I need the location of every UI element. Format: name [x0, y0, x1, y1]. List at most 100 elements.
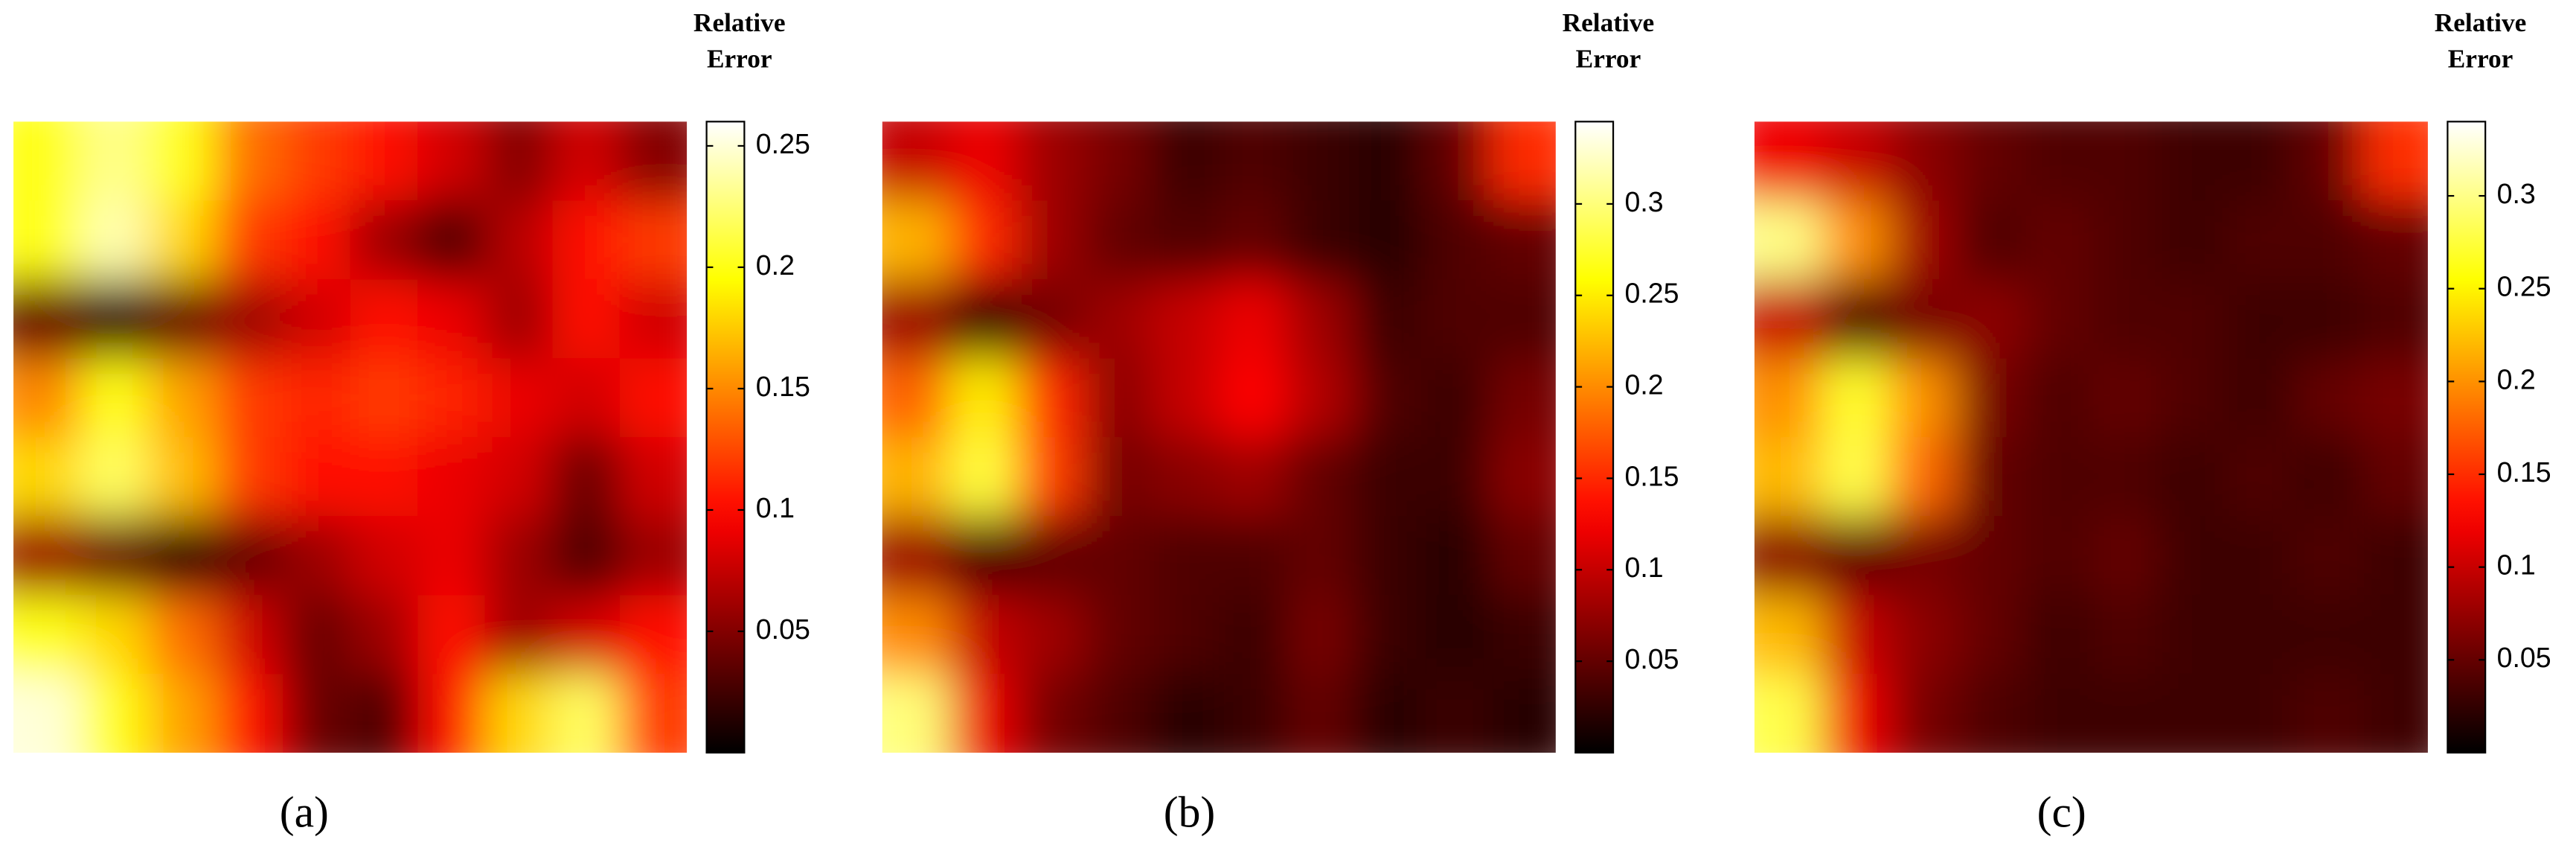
heatmap-cell — [1420, 121, 1490, 202]
heatmap-cell — [1888, 279, 1958, 360]
heatmap-cell — [1353, 437, 1422, 517]
colorbar — [705, 121, 746, 754]
heatmap-cell — [949, 595, 1018, 675]
heatmap-cell — [552, 279, 621, 360]
heatmap-cell — [80, 516, 150, 596]
heatmap-cell — [1420, 200, 1490, 281]
heatmap-cell — [1151, 279, 1220, 360]
heatmap-cell — [484, 595, 554, 675]
heatmap-cell — [2091, 595, 2160, 675]
heatmap-cell — [619, 279, 688, 360]
heatmap-cell — [1420, 595, 1490, 675]
heatmap-cell — [1822, 279, 1890, 360]
heatmap-cell — [283, 516, 351, 596]
heatmap-cell — [2023, 358, 2092, 439]
heatmap-cell — [283, 279, 351, 360]
heatmap-cell — [2360, 595, 2428, 675]
heatmap-cell — [1219, 121, 1287, 202]
heatmap-cell — [1219, 279, 1287, 360]
heatmap-cell — [1151, 595, 1220, 675]
heatmap-cell — [1822, 200, 1890, 281]
heatmap-cell — [949, 674, 1018, 753]
colorbar-tick-label: 0.2 — [1625, 369, 1664, 401]
colorbar-tick-label: 0.3 — [1625, 186, 1664, 217]
heatmap-cell — [350, 358, 419, 439]
heatmap-cell — [1420, 437, 1490, 517]
heatmap-cell — [80, 121, 150, 202]
heatmap-cell — [215, 674, 284, 753]
heatmap-cell — [1286, 516, 1355, 596]
heatmap-cell — [1888, 674, 1958, 753]
heatmap-cell — [2158, 121, 2227, 202]
heatmap-cell — [1286, 674, 1355, 753]
heatmap-cell — [2293, 516, 2362, 596]
heatmap-cell — [1754, 595, 1823, 675]
heatmap-cell — [1016, 279, 1086, 360]
heatmap-cell — [1219, 595, 1287, 675]
heatmap-cell — [1822, 595, 1890, 675]
heatmap-cell — [2158, 358, 2227, 439]
heatmap-cell — [882, 674, 951, 753]
heatmap-cell — [148, 200, 217, 281]
heatmap-cell — [1754, 674, 1823, 753]
heatmap-cell — [2226, 674, 2295, 753]
heatmap-cell — [417, 674, 486, 753]
heatmap-cell — [1822, 358, 1890, 439]
heatmap-cell — [1084, 200, 1153, 281]
heatmap-cell — [80, 437, 150, 517]
heatmap-cell — [882, 516, 951, 596]
heatmap-cell — [1822, 674, 1890, 753]
heatmap-cell — [2293, 121, 2362, 202]
heatmap-cell — [80, 674, 150, 753]
heatmap-cell — [1084, 595, 1153, 675]
heatmap-cell — [2226, 516, 2295, 596]
heatmap-cell — [215, 516, 284, 596]
heatmap-cell — [1888, 121, 1958, 202]
heatmap-cell — [1353, 279, 1422, 360]
heatmap-cell — [2158, 437, 2227, 517]
colorbar-tick-label: 0.15 — [1625, 460, 1679, 491]
heatmap-cell — [1219, 437, 1287, 517]
heatmap-cell — [1822, 121, 1890, 202]
heatmap-cell — [1353, 595, 1422, 675]
heatmap-cell — [1822, 437, 1890, 517]
heatmap-cell — [1151, 358, 1220, 439]
heatmap-cell — [417, 358, 486, 439]
colorbar-title: Relative Error — [693, 10, 786, 74]
heatmap-cell — [13, 200, 82, 281]
heatmap-cell — [1353, 516, 1422, 596]
heatmap-cell — [2360, 121, 2428, 202]
heatmap-cell — [1286, 358, 1355, 439]
heatmap-cell — [484, 516, 554, 596]
heatmap-cell — [552, 200, 621, 281]
heatmap-cell — [417, 279, 486, 360]
heatmap-cell — [2293, 200, 2362, 281]
heatmap-cell — [2293, 358, 2362, 439]
heatmap-cell — [1219, 516, 1287, 596]
heatmap-cell — [1488, 516, 1556, 596]
heatmap-cell — [13, 437, 82, 517]
heatmap-cell — [1754, 437, 1823, 517]
heatmap-cell — [1016, 200, 1086, 281]
heatmap-cell — [2360, 674, 2428, 753]
heatmap-cell — [1420, 358, 1490, 439]
heatmap-cell — [882, 200, 951, 281]
heatmap-cell — [1888, 200, 1958, 281]
heatmap-cell — [215, 279, 284, 360]
heatmap-cell — [1016, 358, 1086, 439]
heatmap-cell — [148, 595, 217, 675]
heatmap-cell — [2293, 674, 2362, 753]
heatmap-cell — [13, 595, 82, 675]
heatmap-cell — [1888, 358, 1958, 439]
heatmap-cell — [148, 279, 217, 360]
heatmap-cell — [80, 200, 150, 281]
heatmap-cell — [13, 121, 82, 202]
heatmap-cell — [350, 200, 419, 281]
heatmap-cell — [215, 358, 284, 439]
heatmap-cell — [350, 674, 419, 753]
heatmap-cell — [283, 674, 351, 753]
heatmap-cell — [552, 121, 621, 202]
heatmap-cell — [1420, 279, 1490, 360]
heatmap-cell — [417, 437, 486, 517]
heatmap-cell — [1956, 437, 2025, 517]
